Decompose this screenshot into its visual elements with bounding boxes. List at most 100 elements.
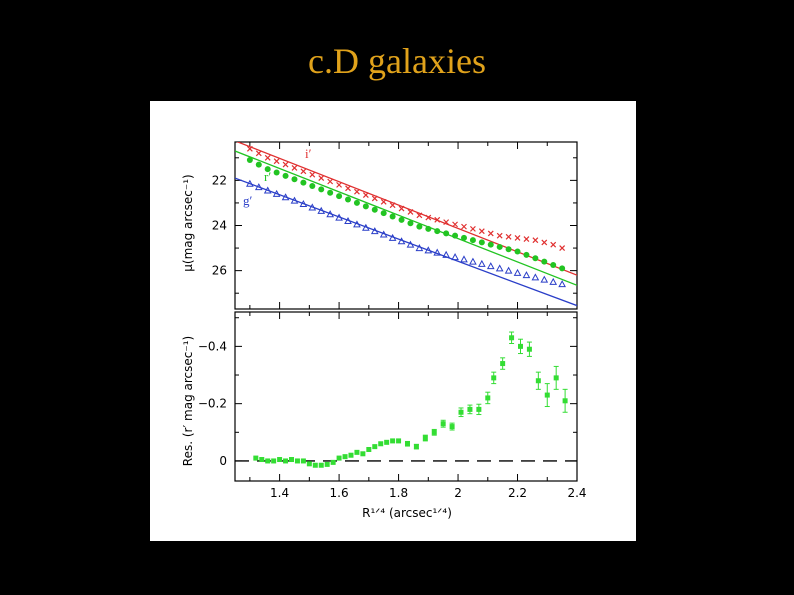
residual-point	[431, 429, 437, 435]
data-point-g	[451, 253, 459, 261]
bottom-plot-frame	[234, 311, 578, 482]
data-point-r	[336, 193, 343, 200]
data-point-g	[406, 240, 415, 248]
data-point-g	[281, 193, 290, 201]
data-point-r	[362, 203, 369, 210]
data-point-r	[487, 241, 494, 248]
top-plot-frame	[234, 141, 578, 310]
data-point-i	[505, 233, 512, 240]
data-point-i	[452, 221, 458, 228]
data-point-r	[496, 243, 503, 250]
residual-point	[467, 406, 473, 412]
residual-point	[491, 375, 497, 381]
residual-point	[271, 458, 277, 464]
residual-point	[312, 462, 318, 468]
residual-point	[458, 409, 464, 415]
figure-panel: 22 24 26 i′ r′ g′ 1.4 1.6 1.8 2 2.2 2.4 −0.4 −0.2 0 μ…	[150, 101, 636, 541]
data-point-i	[514, 234, 521, 241]
residual-point	[342, 454, 348, 460]
data-point-r	[523, 251, 530, 258]
residual-point	[259, 457, 265, 463]
data-point-g	[388, 233, 397, 241]
data-point-g	[254, 183, 263, 191]
y-tick-label: 0	[219, 454, 227, 468]
data-point-r	[371, 206, 378, 213]
data-point-r	[514, 248, 521, 255]
data-point-g	[522, 271, 531, 279]
data-point-g	[263, 186, 272, 194]
data-point-i	[264, 154, 271, 161]
data-point-r	[425, 225, 432, 232]
y-tick-label: 24	[212, 219, 227, 233]
y-tick-label: 22	[212, 173, 227, 187]
y-tick-label: −0.2	[198, 397, 227, 411]
data-point-r	[434, 228, 441, 235]
data-point-i	[541, 239, 548, 246]
residual-point	[348, 452, 354, 458]
data-point-r	[452, 232, 459, 239]
fit-line-2	[235, 177, 577, 307]
residual-point	[553, 375, 559, 381]
residual-point	[509, 335, 515, 341]
data-point-r	[398, 216, 405, 223]
residual-point	[476, 406, 482, 412]
residual-point	[535, 378, 541, 384]
data-point-r	[550, 261, 557, 268]
data-point-i	[443, 219, 450, 226]
data-point-r	[389, 213, 396, 220]
data-point-r	[309, 183, 316, 190]
data-point-i	[354, 188, 360, 195]
data-point-g	[362, 223, 370, 231]
data-point-g	[344, 216, 352, 224]
data-point-r	[282, 172, 289, 179]
x-tick-label: 2	[454, 486, 462, 500]
x-tick-label: 1.8	[389, 486, 408, 500]
residual-point	[372, 444, 378, 450]
data-point-r	[327, 189, 334, 196]
data-point-r	[532, 255, 539, 262]
residual-point	[449, 424, 455, 430]
data-point-r	[460, 234, 467, 241]
data-point-r	[273, 169, 280, 176]
data-point-g	[549, 277, 558, 285]
residual-point	[336, 455, 342, 461]
data-point-g	[469, 257, 477, 265]
chart-figure: 22 24 26 i′ r′ g′ 1.4 1.6 1.8 2 2.2 2.4 −0.4 −0.2 0 μ…	[181, 141, 587, 520]
data-point-g	[317, 206, 326, 214]
data-point-g	[540, 275, 549, 283]
top-data	[235, 142, 577, 307]
data-point-g	[308, 203, 317, 211]
top-y-axis-label: μ(mag arcsec⁻¹)	[181, 174, 195, 271]
residual-point	[265, 458, 271, 464]
residual-point	[404, 441, 410, 447]
y-tick-label: −0.4	[198, 339, 227, 353]
residual-point	[366, 446, 372, 452]
residual-point	[390, 438, 396, 444]
bottom-y-axis-label: Res. (r′ mag arcsec⁻¹)	[181, 336, 195, 466]
fit-line-1	[235, 150, 577, 286]
residual-point	[396, 438, 402, 444]
data-point-r	[291, 176, 298, 183]
data-point-r	[541, 258, 548, 265]
data-point-i	[282, 161, 289, 168]
data-point-g	[513, 268, 522, 276]
data-point-g	[272, 189, 281, 197]
residual-point	[330, 459, 336, 465]
residual-point	[360, 451, 366, 457]
data-point-i	[246, 145, 253, 152]
band-label: r′	[264, 169, 271, 184]
residual-point	[289, 457, 295, 463]
data-point-g	[495, 264, 504, 272]
x-tick-label: 2.2	[508, 486, 527, 500]
data-point-g	[504, 266, 513, 274]
data-point-i	[416, 212, 423, 219]
data-point-i	[461, 223, 467, 230]
data-point-g	[486, 262, 495, 270]
residual-point	[384, 439, 390, 445]
data-point-r	[246, 157, 253, 164]
data-point-i	[327, 178, 334, 185]
residual-point	[562, 398, 568, 404]
data-point-g	[326, 210, 335, 218]
residual-point	[422, 435, 428, 441]
data-point-r	[345, 196, 352, 203]
